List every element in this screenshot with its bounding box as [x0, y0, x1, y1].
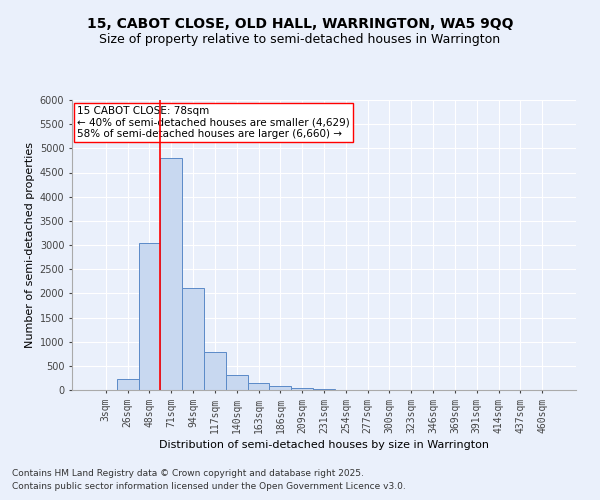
Bar: [139, 242, 160, 390]
Text: Contains public sector information licensed under the Open Government Licence v3: Contains public sector information licen…: [12, 482, 406, 491]
Bar: [269, 386, 291, 390]
Bar: [117, 379, 139, 390]
Y-axis label: Number of semi-detached properties: Number of semi-detached properties: [25, 142, 35, 348]
Text: Contains HM Land Registry data © Crown copyright and database right 2025.: Contains HM Land Registry data © Crown c…: [12, 468, 364, 477]
Text: 15 CABOT CLOSE: 78sqm
← 40% of semi-detached houses are smaller (4,629)
58% of s: 15 CABOT CLOSE: 78sqm ← 40% of semi-deta…: [77, 106, 350, 139]
Bar: [313, 388, 335, 390]
Bar: [226, 375, 248, 390]
X-axis label: Distribution of semi-detached houses by size in Warrington: Distribution of semi-detached houses by …: [159, 440, 489, 450]
Bar: [182, 288, 204, 390]
Text: Size of property relative to semi-detached houses in Warrington: Size of property relative to semi-detach…: [100, 32, 500, 46]
Bar: [160, 158, 182, 390]
Bar: [204, 352, 226, 390]
Text: 15, CABOT CLOSE, OLD HALL, WARRINGTON, WA5 9QQ: 15, CABOT CLOSE, OLD HALL, WARRINGTON, W…: [87, 18, 513, 32]
Bar: [291, 388, 313, 390]
Bar: [248, 383, 269, 390]
